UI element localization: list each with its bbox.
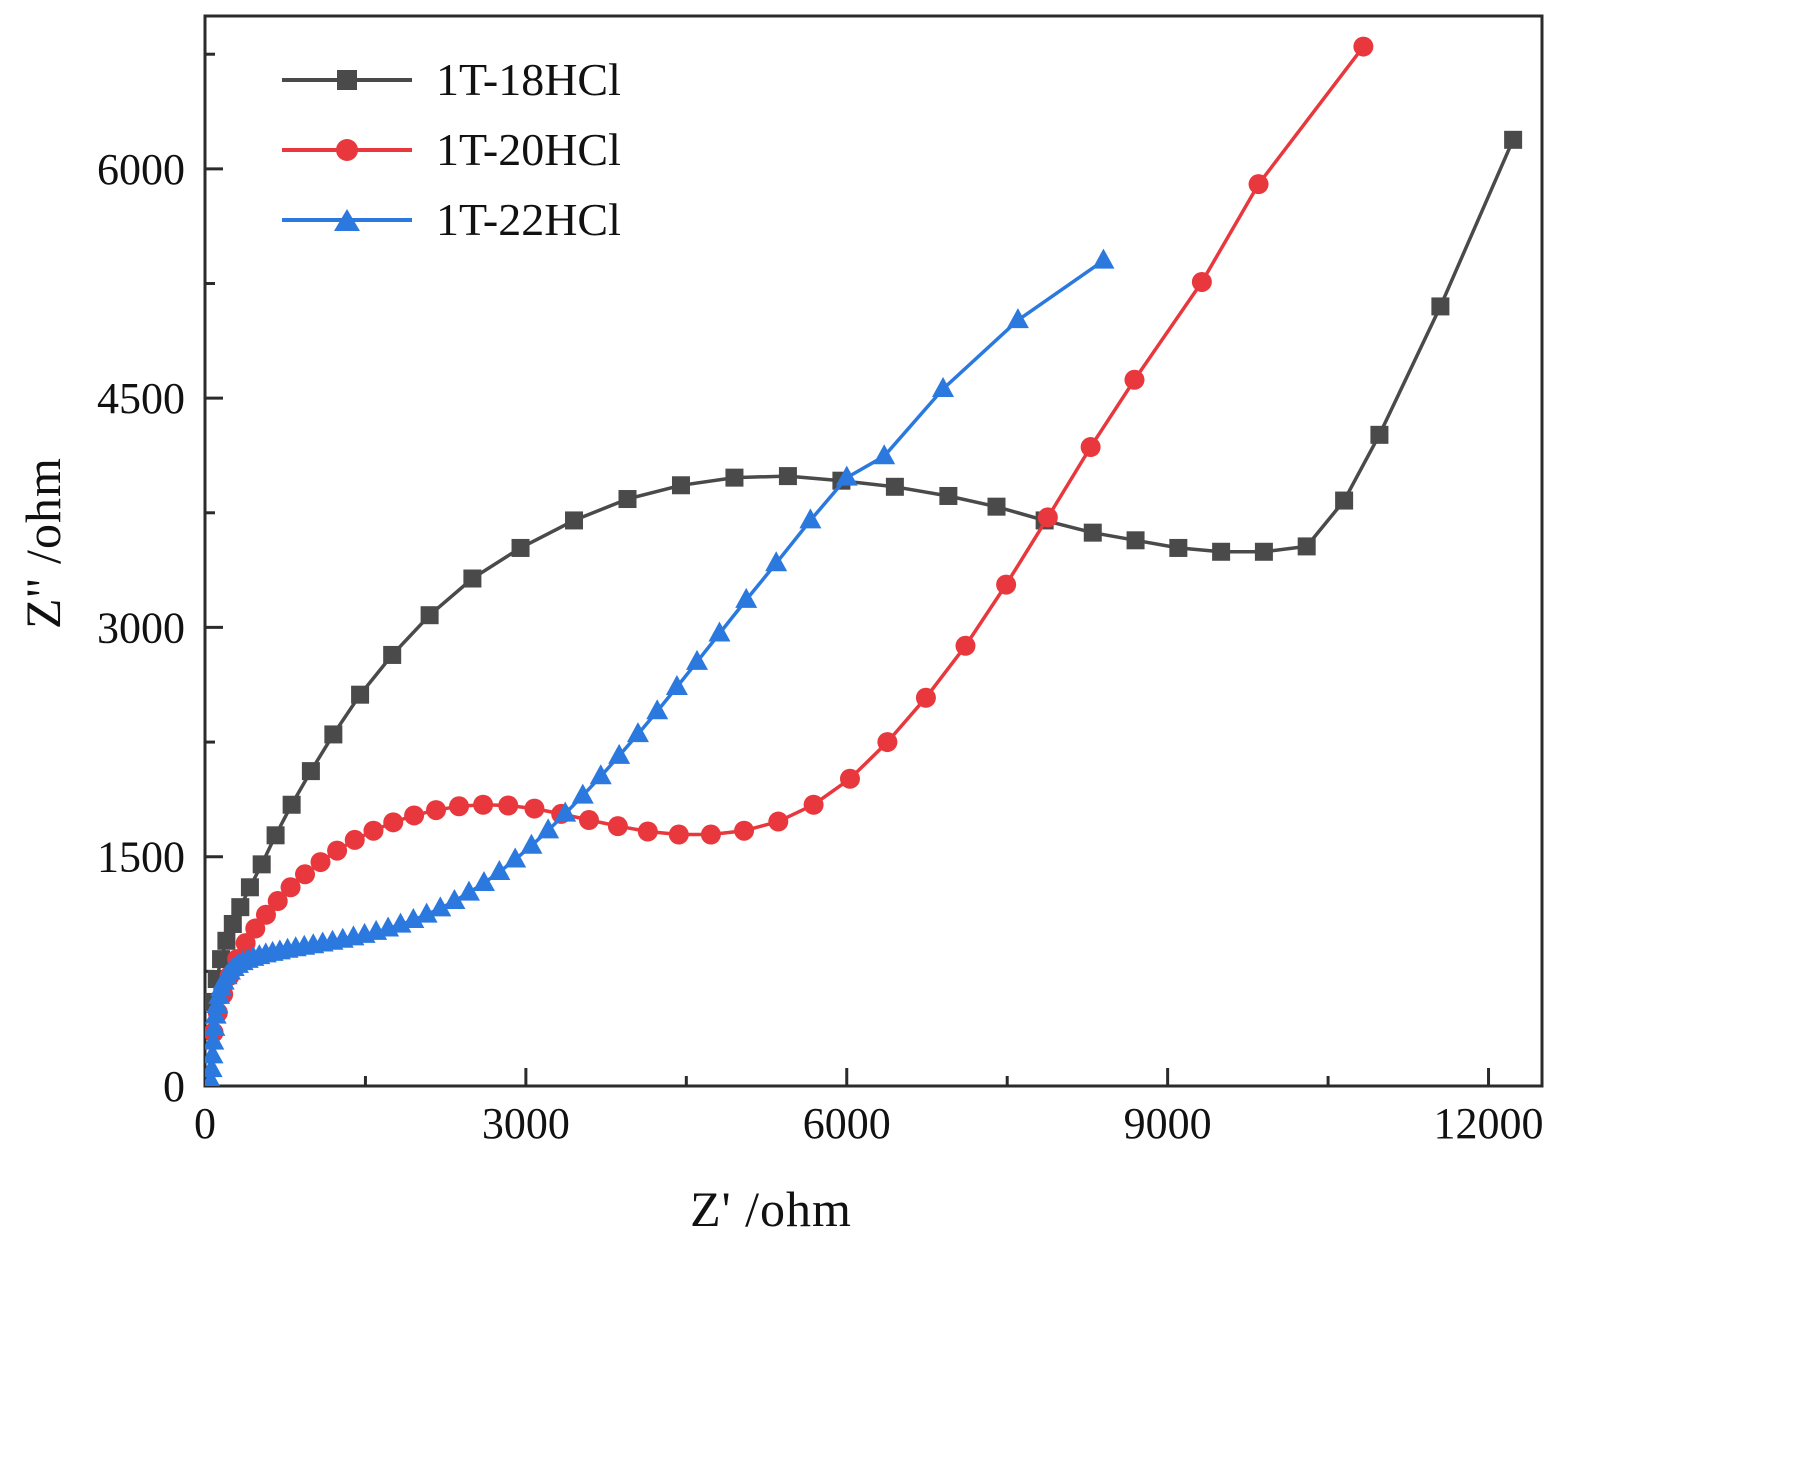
chart-legend: 1T-18HCl 1T-20HCl 1T-22HCl (282, 52, 621, 248)
svg-text:12000: 12000 (1434, 1099, 1544, 1148)
svg-text:9000: 9000 (1124, 1099, 1212, 1148)
legend-label: 1T-18HCl (436, 54, 621, 105)
svg-text:6000: 6000 (97, 145, 185, 194)
legend-label: 1T-20HCl (436, 124, 621, 175)
legend-marker-circle-icon (282, 122, 412, 178)
svg-text:3000: 3000 (97, 603, 185, 652)
svg-text:4500: 4500 (97, 374, 185, 423)
y-axis-title: Z'' /ohm (15, 457, 71, 629)
x-axis-title: Z' /ohm (690, 1181, 852, 1237)
svg-text:0: 0 (163, 1062, 185, 1111)
svg-text:1500: 1500 (97, 833, 185, 882)
legend-item-1t-20hcl: 1T-20HCl (282, 122, 621, 178)
legend-item-1t-22hcl: 1T-22HCl (282, 192, 621, 248)
svg-text:6000: 6000 (803, 1099, 891, 1148)
legend-label: 1T-22HCl (436, 194, 621, 245)
svg-text:3000: 3000 (482, 1099, 570, 1148)
legend-marker-triangle-icon (282, 192, 412, 248)
svg-text:0: 0 (194, 1099, 216, 1148)
legend-marker-square-icon (282, 52, 412, 108)
legend-item-1t-18hcl: 1T-18HCl (282, 52, 621, 108)
